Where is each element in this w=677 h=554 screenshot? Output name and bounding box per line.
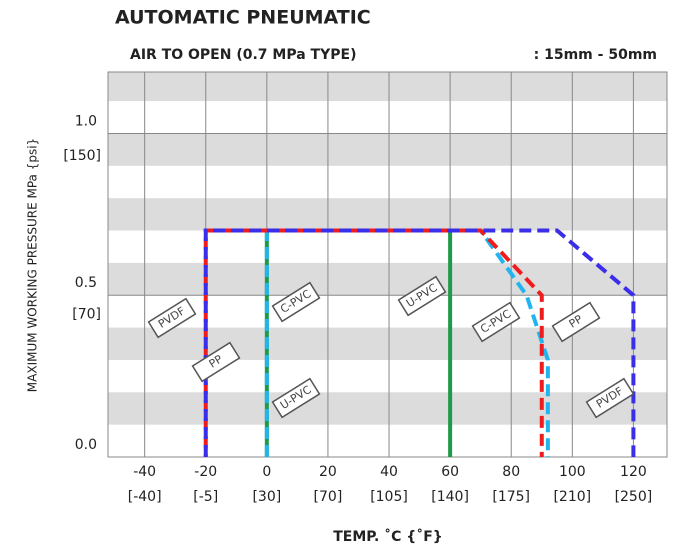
- x-tick-label: 20: [319, 464, 337, 480]
- chart-subtitle: AIR TO OPEN (0.7 MPa TYPE): [130, 47, 356, 63]
- series-tag: PVDF: [147, 297, 197, 339]
- plot-frame: [107, 71, 668, 458]
- tag-box: [191, 341, 241, 383]
- x-tick-label-f: [105]: [370, 489, 408, 505]
- tag-label: PP: [207, 352, 225, 370]
- y-tick-label: 0.0: [75, 437, 97, 453]
- tag-label: PP: [567, 312, 585, 330]
- x-tick-label-f: [70]: [314, 489, 343, 505]
- series-tag: PP: [551, 301, 601, 343]
- tag-box: [551, 301, 601, 343]
- background-band: [108, 72, 667, 102]
- background-band: [108, 262, 667, 296]
- x-tick-label: -20: [194, 464, 217, 480]
- x-axis-label: TEMP. ˚C {˚F}: [333, 528, 443, 545]
- x-tick-label-f: [210]: [553, 489, 591, 505]
- background-band: [108, 133, 667, 166]
- x-tick-label-f: [140]: [431, 489, 469, 505]
- x-tick-label-f: [30]: [252, 489, 281, 505]
- x-tick-label-f: [-40]: [128, 489, 162, 505]
- series-line: [264, 228, 550, 457]
- x-tick-label: 0: [262, 464, 271, 480]
- tag-box: [471, 301, 521, 343]
- x-tick-label: 40: [380, 464, 398, 480]
- y-axis-label: MAXIMUM WORKING PRESSURE MPa {psi}: [26, 138, 40, 392]
- x-tick-label: 120: [620, 464, 647, 480]
- y-tick-label: 1.0: [75, 113, 97, 129]
- chart-title: AUTOMATIC PNEUMATIC: [115, 7, 371, 29]
- tag-box: [585, 377, 635, 419]
- x-tick-label-f: [175]: [492, 489, 530, 505]
- tag-box: [271, 281, 321, 323]
- y-tick-label-psi: [70]: [72, 307, 101, 323]
- y-tick-label: 0.5: [75, 275, 97, 291]
- background-band: [108, 327, 667, 360]
- x-tick-label: 80: [502, 464, 520, 480]
- background-band: [108, 198, 667, 231]
- series-line: [203, 228, 636, 457]
- series-line: [203, 228, 544, 457]
- x-tick-label-f: [-5]: [193, 489, 218, 505]
- tag-box: [271, 377, 321, 419]
- x-tick-label: 60: [441, 464, 459, 480]
- y-tick-label-psi: [150]: [63, 148, 101, 164]
- x-tick-label: 100: [559, 464, 586, 480]
- tag-box: [147, 297, 197, 339]
- series-tag: PP: [191, 341, 241, 383]
- x-tick-label-f: [250]: [615, 489, 653, 505]
- tag-box: [397, 275, 447, 317]
- x-tick-label: -40: [133, 464, 156, 480]
- background-band: [108, 392, 667, 425]
- size-range: : 15mm - 50mm: [534, 47, 657, 63]
